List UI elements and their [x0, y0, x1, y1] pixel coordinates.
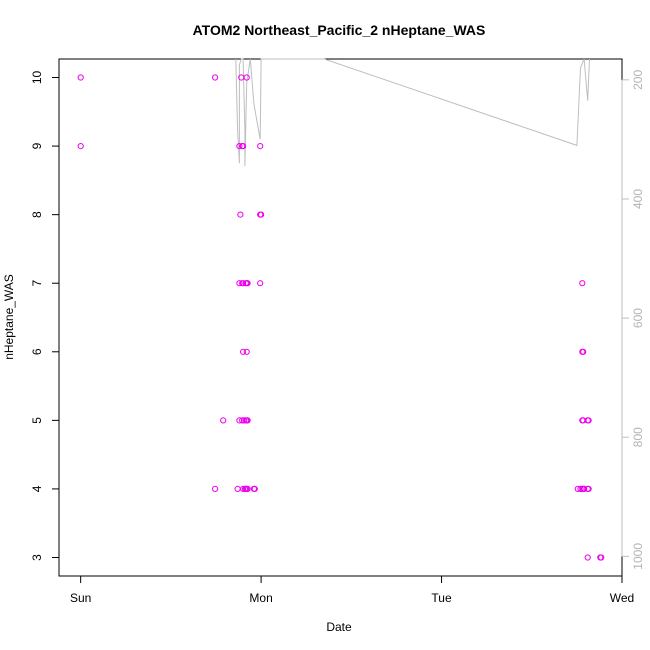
data-point: [240, 143, 247, 150]
y-tick-label: 7: [30, 280, 44, 287]
y-secondary-tick-label: 200: [631, 70, 645, 90]
y-tick-label: 8: [30, 211, 44, 218]
data-point: [580, 348, 587, 355]
plot-frame: [58, 58, 623, 577]
y-secondary-tick-label: 800: [631, 427, 645, 447]
data-point: [212, 74, 219, 81]
data-point: [585, 417, 592, 424]
data-point: [244, 485, 251, 492]
y-axis: 3 4 5 6 7 8 9 10: [30, 71, 60, 561]
x-tick-label: Mon: [249, 591, 272, 605]
y-tick-label: 5: [30, 417, 44, 424]
data-point: [243, 348, 250, 355]
data-point: [584, 554, 591, 561]
x-tick-label: Tue: [431, 591, 452, 605]
y-secondary-tick-label: 600: [631, 308, 645, 328]
x-tick-label: Wed: [610, 591, 634, 605]
data-point: [257, 143, 264, 150]
pressure-trace-line: [235, 58, 590, 167]
line-series: [235, 58, 590, 167]
x-axis: Sun Mon Tue Wed: [70, 575, 634, 605]
data-point: [212, 485, 219, 492]
data-point: [236, 280, 243, 287]
data-point: [251, 485, 258, 492]
data-point: [257, 280, 264, 287]
data-point: [236, 417, 243, 424]
y-secondary-tick-label: 1000: [631, 543, 645, 570]
data-point: [240, 485, 247, 492]
data-point: [258, 211, 265, 218]
data-point: [77, 74, 84, 81]
y-tick-label: 10: [30, 71, 44, 85]
x-axis-label: Date: [326, 620, 352, 634]
y-secondary-tick-label: 400: [631, 189, 645, 209]
data-point: [244, 280, 251, 287]
data-point: [77, 143, 84, 150]
data-point: [220, 417, 227, 424]
data-point: [598, 554, 605, 561]
data-point: [243, 74, 250, 81]
data-point: [577, 485, 584, 492]
y-tick-label: 4: [30, 485, 44, 492]
data-point: [585, 485, 592, 492]
data-point: [240, 348, 247, 355]
y-axis-label: nHeptane_WAS: [2, 274, 16, 360]
y-tick-label: 6: [30, 348, 44, 355]
data-point: [240, 280, 247, 287]
data-point: [237, 211, 244, 218]
data-point: [244, 417, 251, 424]
data-point: [579, 280, 586, 287]
y-tick-label: 9: [30, 142, 44, 149]
data-point: [234, 485, 241, 492]
data-point: [240, 417, 248, 424]
data-point: [581, 485, 588, 492]
y-tick-label: 3: [30, 554, 44, 561]
point-series: [77, 74, 605, 561]
y-axis-secondary: 200 400 600 800 1000: [621, 70, 645, 570]
chart-title: ATOM2 Northeast_Pacific_2 nHeptane_WAS: [193, 22, 486, 38]
x-tick-label: Sun: [70, 591, 91, 605]
data-point: [236, 143, 243, 150]
